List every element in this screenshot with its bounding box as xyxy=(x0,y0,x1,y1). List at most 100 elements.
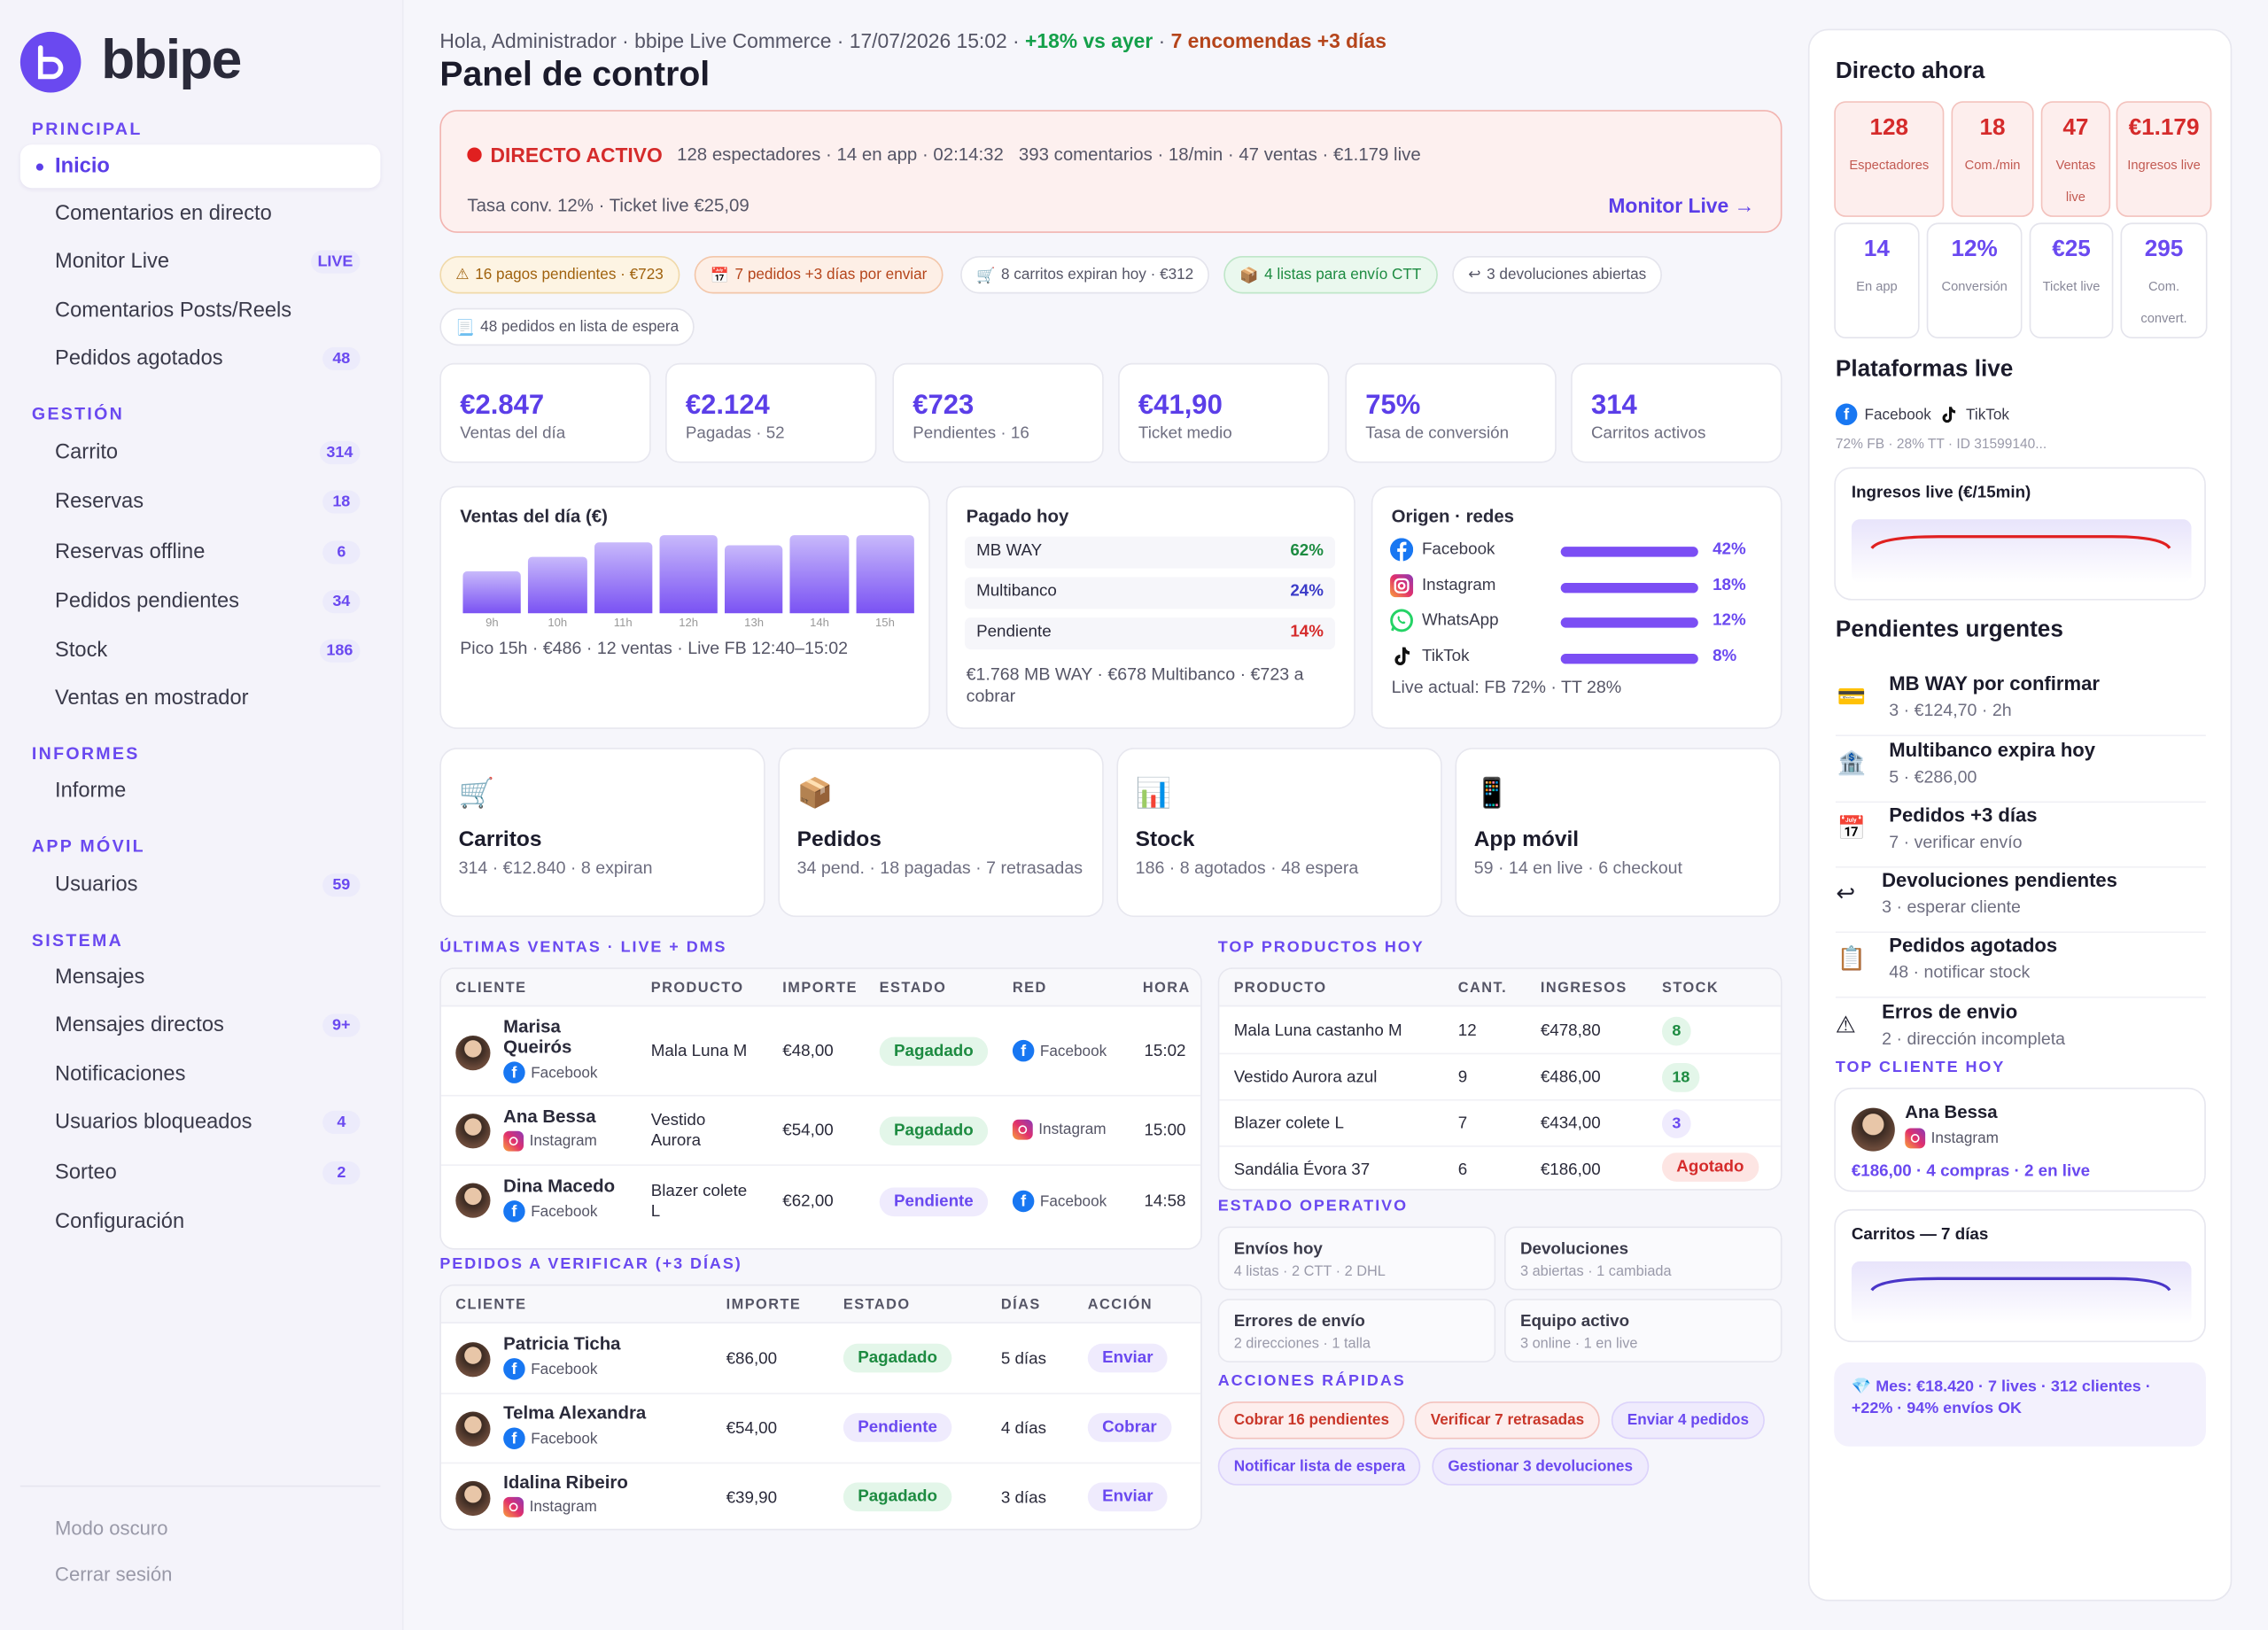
ops-devoluciones[interactable]: Devoluciones 3 abiertas · 1 cambiada xyxy=(1504,1226,1783,1291)
ops-heading: ESTADO OPERATIVO xyxy=(1217,1197,1409,1215)
section-gestion: GESTIÓN xyxy=(31,403,125,424)
alert-chip-devoluciones[interactable]: ↩ 3 devoluciones abiertas xyxy=(1452,255,1663,294)
kpi-conversion[interactable]: 75% Tasa de conversión xyxy=(1345,362,1557,463)
bar-chart-icon: 📊 xyxy=(1135,778,1172,811)
table-row[interactable]: Vestido Aurora azul 9 €486,00 18 xyxy=(1219,1054,1780,1099)
trend-up-text: +18% vs ayer xyxy=(1025,28,1153,52)
revenue: €186,00 xyxy=(1540,1161,1601,1179)
enviar-button[interactable]: Enviar xyxy=(1087,1343,1168,1373)
alert-chip-pedidos[interactable]: 📅 7 pedidos +3 días por enviar xyxy=(694,255,944,294)
sidebar-item-label: Reservas xyxy=(55,490,144,514)
notificar-espera-button[interactable]: Notificar lista de espera xyxy=(1217,1448,1422,1486)
table-row[interactable]: Mala Luna castanho M 12 €478,80 8 xyxy=(1219,1008,1780,1053)
sidebar-item-mensajes-directos[interactable]: Mensajes directos 9+ xyxy=(20,1004,381,1047)
origin-percent: 18% xyxy=(1713,577,1746,595)
enviar-pedidos-button[interactable]: Enviar 4 pedidos xyxy=(1611,1401,1765,1440)
module-carritos[interactable]: 🛒 Carritos 314 · €12.840 · 8 expiran xyxy=(439,748,765,918)
sidebar-item-reservas-offline[interactable]: Reservas offline 6 xyxy=(20,531,381,574)
top-client-heading: TOP CLIENTE HOY xyxy=(1835,1059,2006,1076)
verificar-retrasadas-button[interactable]: Verificar 7 retrasadas xyxy=(1414,1401,1601,1440)
greeting-text: Hola, Administrador · bbipe Live Commerc… xyxy=(439,28,1020,52)
gestionar-devoluciones-button[interactable]: Gestionar 3 devoluciones xyxy=(1432,1448,1649,1486)
kpi-pagadas[interactable]: €2.124 Pagadas · 52 xyxy=(665,362,877,463)
sales-bar-11h[interactable] xyxy=(594,542,653,614)
urgent-item-pedidos[interactable]: 📅 Pedidos +3 días 7 · verificar envío xyxy=(1835,802,2206,868)
status-badge: Pagadado xyxy=(879,1116,989,1146)
ops-equipo[interactable]: Equipo activo 3 online · 1 en live xyxy=(1504,1299,1783,1363)
logout-link[interactable]: Cerrar sesión xyxy=(55,1563,173,1586)
urgent-subtitle: 2 · dirección incompleta xyxy=(1882,1028,2066,1049)
ops-subtitle: 3 abiertas · 1 cambiada xyxy=(1519,1263,1672,1280)
sales-bar-14h[interactable] xyxy=(790,534,849,614)
module-app-movil[interactable]: 📱 App móvil 59 · 14 en live · 6 checkout xyxy=(1455,748,1781,918)
kpi-pendientes[interactable]: €723 Pendientes · 16 xyxy=(892,362,1104,463)
table-row[interactable]: Dina Macedo f Facebook Blazer colete L €6… xyxy=(441,1166,1200,1235)
sidebar-item-inicio[interactable]: Inicio xyxy=(19,144,381,189)
sidebar-item-comentarios-directo[interactable]: Comentarios en directo xyxy=(20,192,381,236)
sales-bar-9h[interactable] xyxy=(462,571,522,614)
table-row[interactable]: Marisa Queirós f Facebook Mala Luna M €48… xyxy=(441,1006,1200,1093)
product: Mala Luna M xyxy=(650,1043,748,1060)
sidebar-item-reservas[interactable]: Reservas 18 xyxy=(20,480,381,524)
sidebar-item-mensajes[interactable]: Mensajes xyxy=(20,956,381,999)
sidebar-item-comentarios-posts[interactable]: Comentarios Posts/Reels xyxy=(20,290,381,333)
sidebar-item-pedidos-pendientes[interactable]: Pedidos pendientes 34 xyxy=(20,580,381,624)
table-row[interactable]: Ana Bessa Instagram Vestido Aurora €54,0… xyxy=(441,1097,1200,1165)
sidebar-item-configuracion[interactable]: Configuración xyxy=(20,1200,381,1244)
sidebar-item-carrito[interactable]: Carrito 314 xyxy=(20,431,381,475)
revenue: €486,00 xyxy=(1540,1068,1601,1087)
sidebar-item-usuarios-bloqueados[interactable]: Usuarios bloqueados 4 xyxy=(20,1100,381,1144)
sidebar-item-informe[interactable]: Informe xyxy=(20,770,381,813)
quantity: 7 xyxy=(1457,1114,1468,1133)
monitor-live-link[interactable]: Monitor Live → xyxy=(1608,193,1755,217)
origin-name: WhatsApp xyxy=(1421,611,1499,630)
alert-chip-ctt[interactable]: 📦 4 listas para envío CTT xyxy=(1223,255,1438,294)
top-client-card[interactable]: Ana Bessa Instagram €186,00 · 4 compras … xyxy=(1834,1087,2206,1192)
urgent-item-agotados[interactable]: 📋 Pedidos agotados 48 · notificar stock xyxy=(1835,931,2206,998)
table-row[interactable]: Patricia Ticha f Facebook €86,00 Pagadado… xyxy=(441,1325,1200,1393)
sidebar-item-usuarios[interactable]: Usuarios 59 xyxy=(20,864,381,907)
sidebar-item-pedidos-agotados[interactable]: Pedidos agotados 48 xyxy=(20,337,381,380)
module-subtitle: 59 · 14 en live · 6 checkout xyxy=(1473,858,1682,879)
sidebar-item-sorteo[interactable]: Sorteo 2 xyxy=(20,1152,381,1195)
urgent-item-devoluciones[interactable]: ↩ Devoluciones pendientes 3 · esperar clie… xyxy=(1835,866,2206,934)
sales-bar-12h[interactable] xyxy=(659,534,718,614)
alert-chip-espera[interactable]: 📃 48 pedidos en lista de espera xyxy=(439,307,695,346)
kpi-carritos[interactable]: 314 Carritos activos xyxy=(1571,362,1783,463)
alert-chip-carritos[interactable]: 🛒 8 carritos expiran hoy · €312 xyxy=(960,255,1210,294)
sidebar-item-monitor-live[interactable]: Monitor Live LIVE xyxy=(20,240,381,283)
sales-bar-10h[interactable] xyxy=(528,557,587,614)
table-row[interactable]: Sandália Évora 37 6 €186,00 Agotado xyxy=(1219,1147,1780,1189)
urgent-title-text: Erros de envio xyxy=(1882,1000,2018,1023)
cobrar-pendientes-button[interactable]: Cobrar 16 pendientes xyxy=(1217,1401,1405,1440)
sidebar-item-label: Reservas offline xyxy=(55,540,206,564)
client-network: Instagram xyxy=(503,1496,597,1517)
dark-mode-toggle[interactable]: Modo oscuro xyxy=(55,1517,168,1540)
sidebar-item-ventas-mostrador[interactable]: Ventas en mostrador xyxy=(20,677,381,720)
brand-logo[interactable]: bbipe xyxy=(19,30,242,92)
sales-bar-13h[interactable] xyxy=(725,546,783,614)
enviar-button[interactable]: Enviar xyxy=(1087,1482,1168,1512)
sidebar-item-notificaciones[interactable]: Notificaciones xyxy=(20,1053,381,1097)
table-row[interactable]: Blazer colete L 7 €434,00 3 xyxy=(1219,1100,1780,1145)
urgent-item-multibanco[interactable]: 🏦 Multibanco expira hoy 5 · €286,00 xyxy=(1835,736,2206,803)
kpi-ticket[interactable]: €41,90 Ticket medio xyxy=(1118,362,1330,463)
column-header: PRODUCTO xyxy=(650,980,744,997)
row-divider xyxy=(440,1094,1201,1097)
module-stock[interactable]: 📊 Stock 186 · 8 agotados · 48 espera xyxy=(1116,748,1442,918)
table-row[interactable]: Idalina Ribeiro Instagram €39,90 Pagadad… xyxy=(441,1463,1200,1528)
table-row[interactable]: Telma Alexandra f Facebook €54,00 Pendien… xyxy=(441,1394,1200,1463)
cobrar-button[interactable]: Cobrar xyxy=(1087,1413,1172,1442)
kpi-ventas[interactable]: €2.847 Ventas del día xyxy=(439,362,651,463)
carts-7days-title: Carritos — 7 días xyxy=(1851,1226,1989,1245)
alert-label: 4 listas para envío CTT xyxy=(1264,266,1422,284)
stat-value: €25 xyxy=(2052,237,2091,262)
ops-errores[interactable]: Errores de envío 2 direcciones · 1 talla xyxy=(1217,1299,1496,1363)
sales-bar-15h[interactable] xyxy=(856,534,914,614)
ops-envios[interactable]: Envíos hoy 4 listas · 2 CTT · 2 DHL xyxy=(1217,1226,1496,1291)
alert-chip-pagos[interactable]: ⚠ 16 pagos pendientes · €723 xyxy=(439,255,680,294)
module-pedidos[interactable]: 📦 Pedidos 34 pend. · 18 pagadas · 7 retras… xyxy=(778,748,1104,918)
urgent-item-mbway[interactable]: 💳 MB WAY por confirmar 3 · €124,70 · 2h xyxy=(1835,670,2206,737)
sidebar-item-stock[interactable]: Stock 186 xyxy=(20,629,381,672)
urgent-item-errores[interactable]: ⚠ Erros de envio 2 · dirección incompleta xyxy=(1836,998,2206,1062)
